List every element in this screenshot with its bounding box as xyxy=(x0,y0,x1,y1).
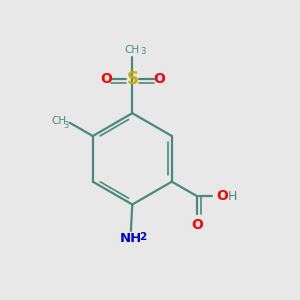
Text: 2: 2 xyxy=(139,232,146,242)
Text: O: O xyxy=(100,72,112,86)
Text: H: H xyxy=(228,190,237,203)
Text: O: O xyxy=(217,189,228,203)
Text: S: S xyxy=(126,70,138,88)
Text: CH: CH xyxy=(52,116,67,126)
Text: O: O xyxy=(191,218,203,233)
Text: 3: 3 xyxy=(63,121,68,130)
Text: O: O xyxy=(153,72,165,86)
Text: 3: 3 xyxy=(141,47,146,56)
Text: NH: NH xyxy=(120,232,142,245)
Text: CH: CH xyxy=(125,45,140,55)
